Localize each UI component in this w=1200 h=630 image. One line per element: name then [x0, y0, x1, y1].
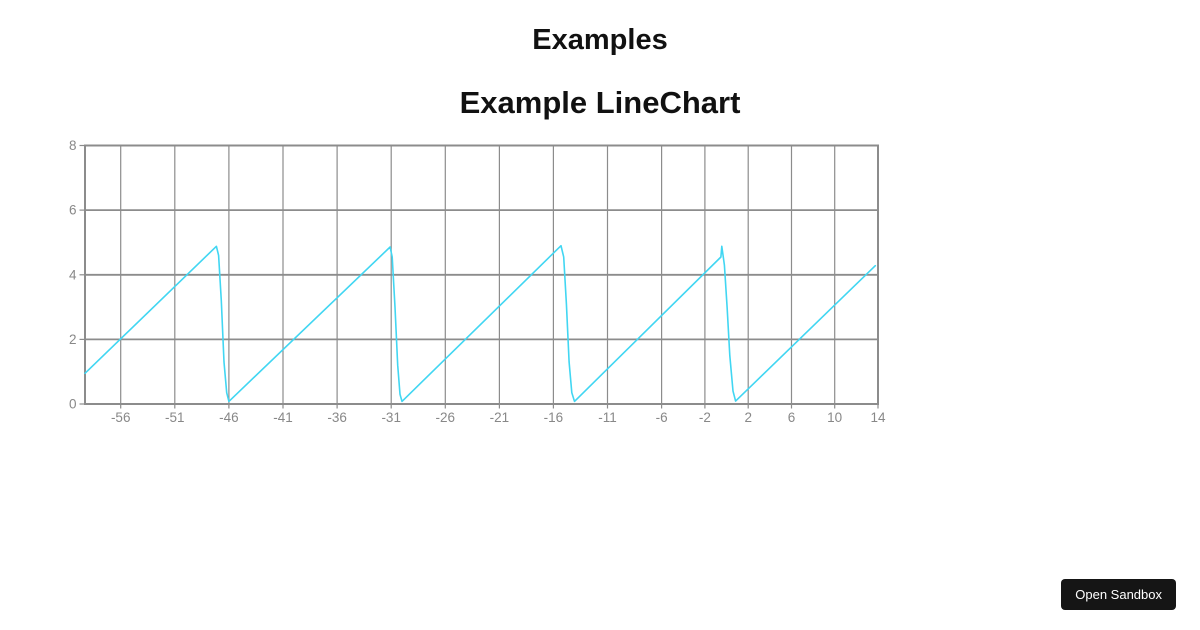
x-tick-label: -41 — [273, 410, 293, 425]
y-tick-label: 4 — [69, 267, 77, 282]
x-tick-label: -2 — [699, 410, 711, 425]
page-title: Examples — [532, 24, 668, 56]
x-tick-label: -46 — [219, 410, 239, 425]
x-tick-label: 14 — [870, 410, 886, 425]
y-tick-label: 6 — [69, 203, 77, 218]
line-chart: -56 -51 -46 -41 -36 -31 -26 -21 -16 -11 -6 -2 2 6 10 14… — [55, 140, 905, 440]
x-tick-label: -31 — [381, 410, 401, 425]
x-tick-label: -26 — [436, 410, 456, 425]
x-tick-label: -16 — [544, 410, 564, 425]
x-tick-label: 6 — [788, 410, 796, 425]
open-sandbox-button[interactable]: Open Sandbox — [1061, 579, 1176, 610]
page: Examples Example LineChart -56 -51 -46 -41-… — [0, 0, 1200, 610]
y-tick-label: 2 — [69, 332, 77, 347]
x-tick-label: -11 — [598, 410, 617, 425]
plot-border — [84, 144, 879, 405]
chart-title: Example LineChart — [459, 85, 741, 120]
y-tick-label: 8 — [69, 140, 77, 153]
x-tick-label: -36 — [327, 410, 347, 425]
x-tick-label: 10 — [827, 410, 842, 425]
chart-canvas: -56 -51 -46 -41 -36 -31 -26 -21 -16 -11 -6 -2 2 6 10 14… — [69, 140, 886, 425]
y-tick-label: 0 — [69, 397, 77, 412]
x-tick-label: -6 — [656, 410, 668, 425]
x-tick-label: 2 — [744, 410, 752, 425]
x-tick-label: -21 — [490, 410, 510, 425]
line-series — [84, 244, 877, 403]
x-tick-label: -51 — [165, 410, 185, 425]
x-tick-label: -56 — [111, 410, 131, 425]
